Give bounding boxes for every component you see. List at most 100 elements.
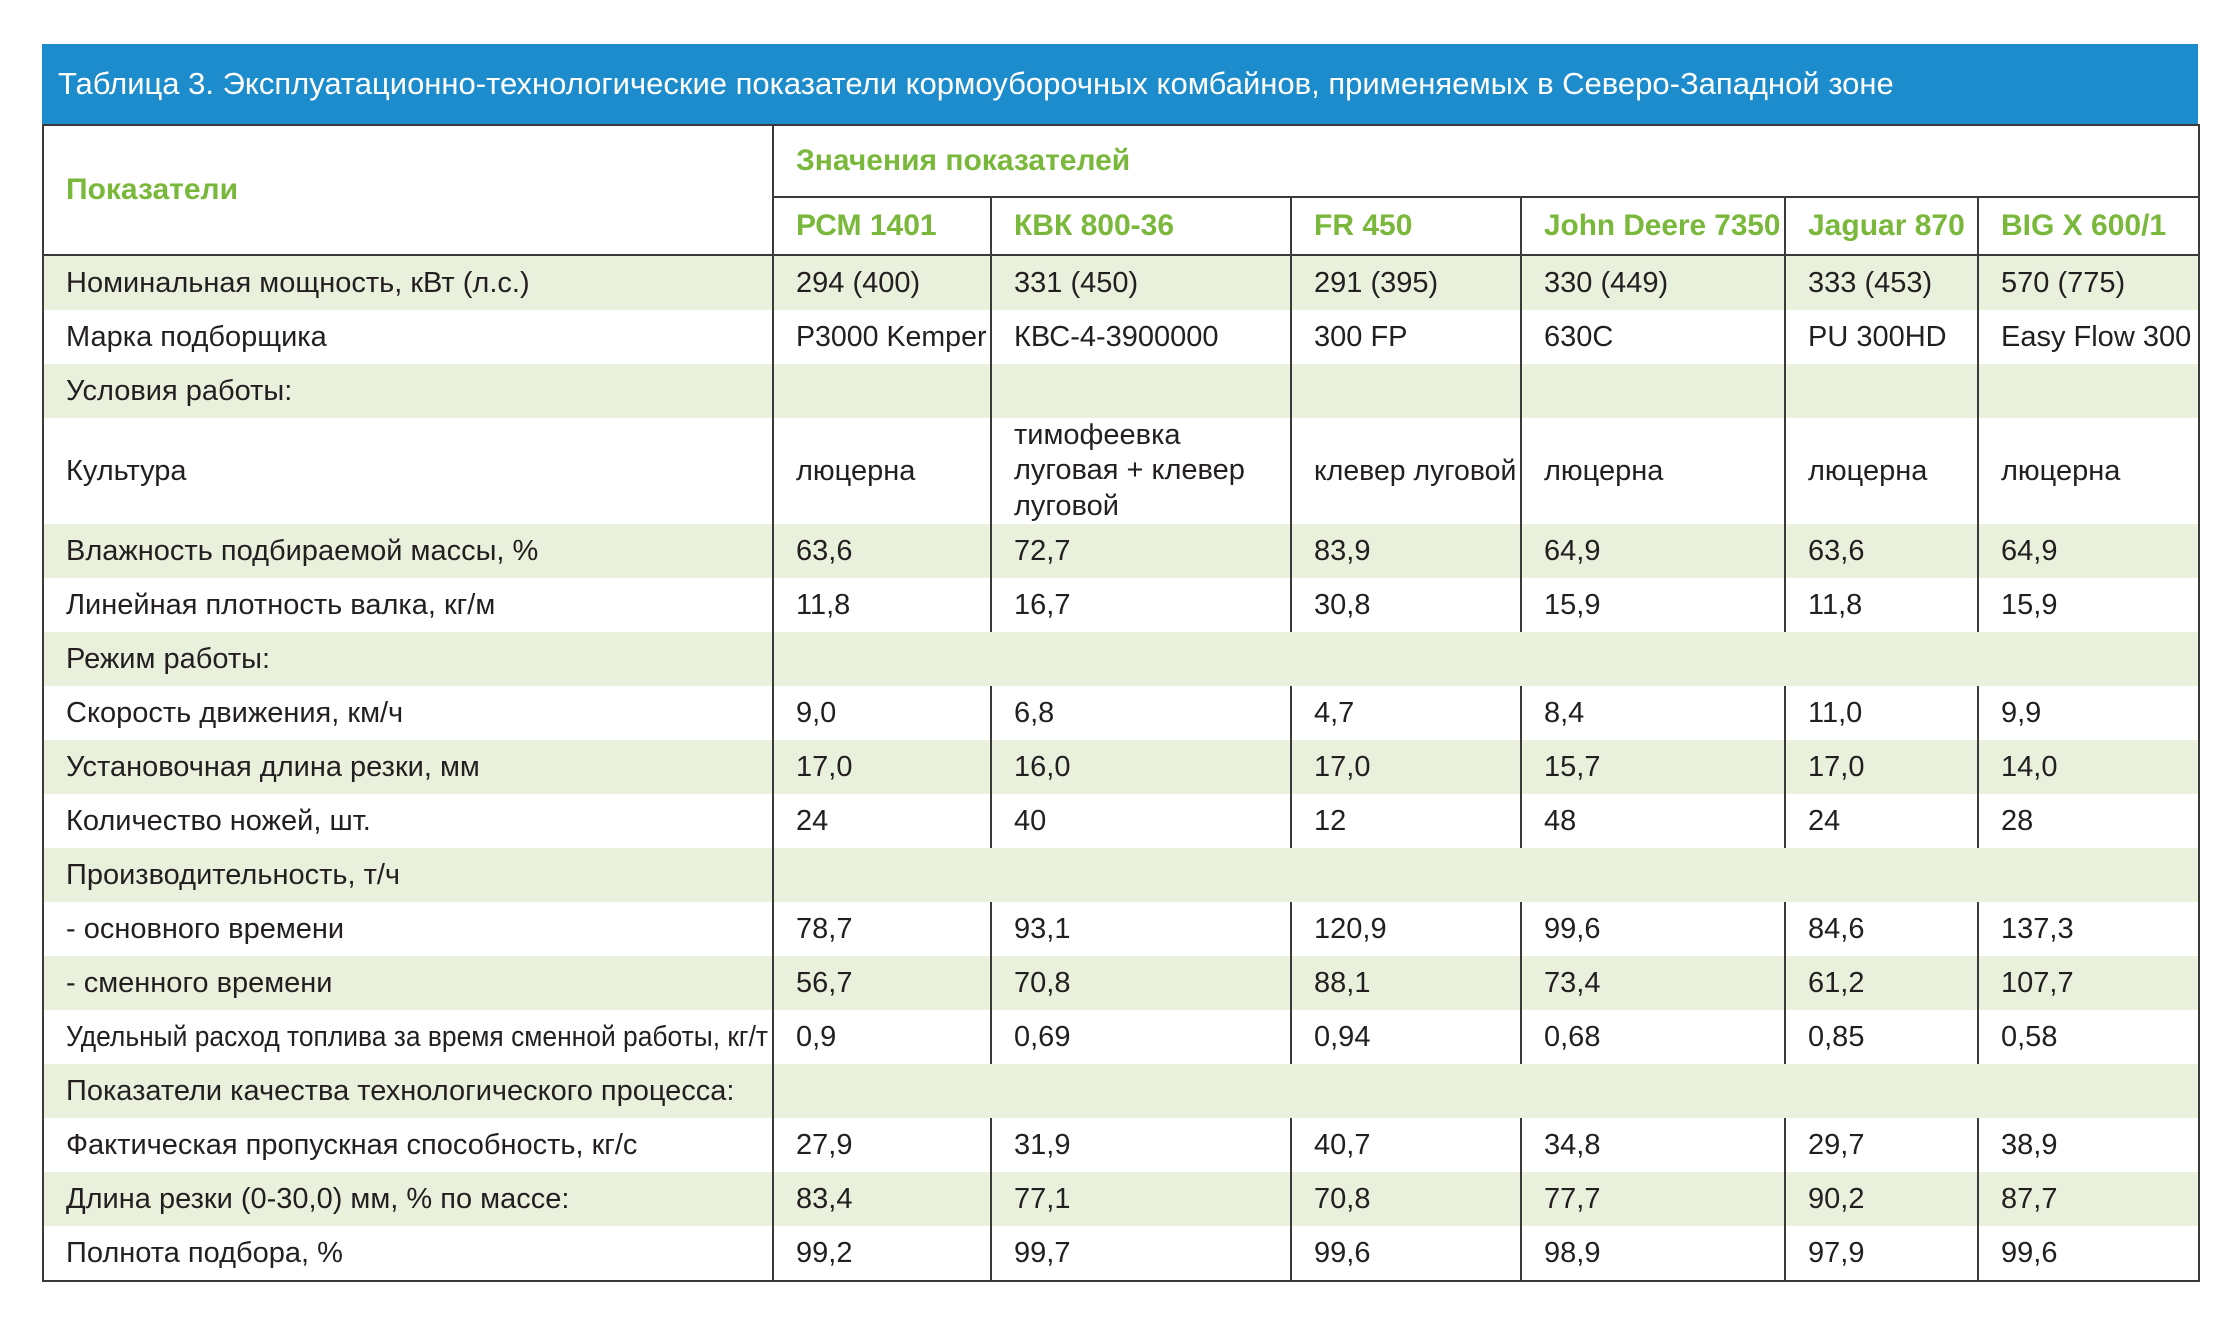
value-cell: 107,7 — [1976, 956, 2200, 1011]
table-body: Номинальная мощность, кВт (л.с.) 294 (400… — [43, 255, 2200, 1282]
table-title-text: Таблица 3. Эксплуатационно-технологическ… — [58, 66, 1894, 101]
value-cell: 0,69 — [990, 1010, 1291, 1065]
row-label: Номинальная мощность, кВт (л.с.) — [43, 255, 773, 310]
table-row: Марка подборщика Р3000 Kemper КВС-4-390000… — [43, 310, 2200, 364]
cell-text: FR 450 — [1314, 209, 1413, 242]
value-cell: 15,7 — [1520, 740, 1785, 795]
value-cell: 17,0 — [1290, 740, 1521, 795]
cell-text: 90,2 — [1808, 1182, 1865, 1215]
value-cell: 64,9 — [1520, 524, 1785, 579]
cell-text: 77,1 — [1014, 1182, 1071, 1215]
cell-text: 24 — [1808, 804, 1841, 837]
section-spacer-cell — [771, 632, 2200, 687]
value-cell: 70,8 — [990, 956, 1291, 1011]
cell-text: 29,7 — [1808, 1128, 1865, 1161]
cell-text: 30,8 — [1314, 588, 1371, 621]
cell-text: 12 — [1314, 804, 1347, 837]
value-cell: 40 — [990, 794, 1291, 849]
cell-text: 99,6 — [1544, 912, 1601, 945]
cell-text: 0,94 — [1314, 1020, 1371, 1053]
value-cell: 12 — [1290, 794, 1521, 849]
cell-text: Длина резки (0-30,0) мм, % по массе: — [66, 1182, 570, 1215]
table-row: Влажность подбираемой массы, % 63,6 72,7 83… — [43, 524, 2200, 579]
value-cell: 11,0 — [1784, 686, 1978, 741]
cell-text: 11,8 — [796, 588, 851, 621]
cell-text: 83,4 — [796, 1182, 853, 1215]
cell-text: 31,9 — [1014, 1128, 1071, 1161]
value-cell: 83,4 — [772, 1172, 991, 1227]
cell-text: КВС-4-3900000 — [1014, 320, 1219, 353]
table-row: Производительность, т/ч — [43, 848, 2200, 903]
value-cell: 120,9 — [1290, 902, 1521, 957]
value-cell: 16,0 — [990, 740, 1291, 795]
row-label: - основного времени — [43, 902, 773, 956]
model-header: BIG X 600/1 — [1976, 197, 2200, 256]
cell-text: 6,8 — [1014, 696, 1055, 729]
value-cell — [1520, 364, 1785, 418]
value-cell: 78,7 — [772, 902, 991, 957]
cell-text: люцерна — [2001, 454, 2121, 487]
cell-text: 15,9 — [1544, 588, 1601, 621]
cell-text: 72,7 — [1014, 534, 1071, 567]
value-cell: 291 (395) — [1290, 255, 1521, 310]
table-row: Удельный расход топлива за время сменной… — [43, 1010, 2200, 1065]
cell-text: John Deere 7350 — [1544, 209, 1781, 242]
value-cell: 99,6 — [1520, 902, 1785, 957]
value-cell: 9,0 — [772, 686, 991, 741]
value-cell: клевер луговой — [1290, 418, 1521, 525]
row-label: Условия работы: — [43, 364, 773, 418]
cell-text: 99,6 — [1314, 1236, 1371, 1269]
cell-text: Jaguar 870 — [1808, 209, 1965, 242]
cell-text: 11,0 — [1808, 696, 1863, 729]
table-row: Культура люцерна тимофеевка луговая + клев… — [43, 418, 2200, 525]
cell-text: 0,58 — [2001, 1020, 2058, 1053]
cell-text: PU 300HD — [1808, 320, 1947, 353]
cell-text: Линейная плотность валка, кг/м — [66, 588, 496, 621]
model-header: РСМ 1401 — [772, 197, 991, 256]
cell-text: 17,0 — [1314, 750, 1371, 783]
cell-text: 70,8 — [1014, 966, 1071, 999]
cell-text: 27,9 — [796, 1128, 853, 1161]
cell-text: Количество ножей, шт. — [66, 804, 371, 837]
row-label: Производительность, т/ч — [43, 848, 773, 903]
cell-text: 11,8 — [1808, 588, 1863, 621]
row-label: Полнота подбора, % — [43, 1226, 773, 1281]
value-cell: 99,7 — [990, 1226, 1291, 1282]
value-cell: 87,7 — [1976, 1172, 2200, 1227]
value-cell: 97,9 — [1784, 1226, 1978, 1282]
cell-text: 0,9 — [796, 1020, 837, 1053]
cell-text: - сменного времени — [66, 966, 333, 999]
row-label: Длина резки (0-30,0) мм, % по массе: — [43, 1172, 773, 1227]
cell-text: Удельный расход топлива за время сменной… — [66, 1020, 768, 1053]
values-column-header: Значения показателей — [771, 125, 2200, 198]
cell-text: 98,9 — [1544, 1236, 1601, 1269]
cell-text: - основного времени — [66, 912, 345, 945]
value-cell: 56,7 — [772, 956, 991, 1011]
value-cell: 73,4 — [1520, 956, 1785, 1011]
cell-text: Условия работы: — [66, 374, 293, 407]
row-label: Режим работы: — [43, 632, 773, 687]
value-cell: 333 (453) — [1784, 255, 1978, 310]
value-cell — [1290, 364, 1521, 418]
cell-text: 0,85 — [1808, 1020, 1865, 1053]
value-cell: 294 (400) — [772, 255, 991, 310]
cell-text: 73,4 — [1544, 966, 1601, 999]
value-cell: 630С — [1520, 310, 1785, 364]
cell-text: Easy Flow 300 — [2001, 320, 2192, 353]
value-cell: 31,9 — [990, 1118, 1291, 1173]
value-cell: 99,6 — [1290, 1226, 1521, 1282]
value-cell: 34,8 — [1520, 1118, 1785, 1173]
cell-text: 16,7 — [1014, 588, 1071, 621]
cell-text: 84,6 — [1808, 912, 1865, 945]
value-cell: 38,9 — [1976, 1118, 2200, 1173]
row-label: Марка подборщика — [43, 310, 773, 364]
value-cell: КВС-4-3900000 — [990, 310, 1291, 364]
cell-text: Значения показателей — [796, 144, 1131, 177]
cell-text: 300 FP — [1314, 320, 1408, 353]
value-cell: 48 — [1520, 794, 1785, 849]
value-cell — [772, 364, 991, 418]
cell-text: Полнота подбора, % — [66, 1236, 343, 1269]
cell-text: 87,7 — [2001, 1182, 2058, 1215]
value-cell: 84,6 — [1784, 902, 1978, 957]
table-row: Полнота подбора, % 99,2 99,7 99,6 98,9 97,9 99… — [43, 1226, 2200, 1282]
